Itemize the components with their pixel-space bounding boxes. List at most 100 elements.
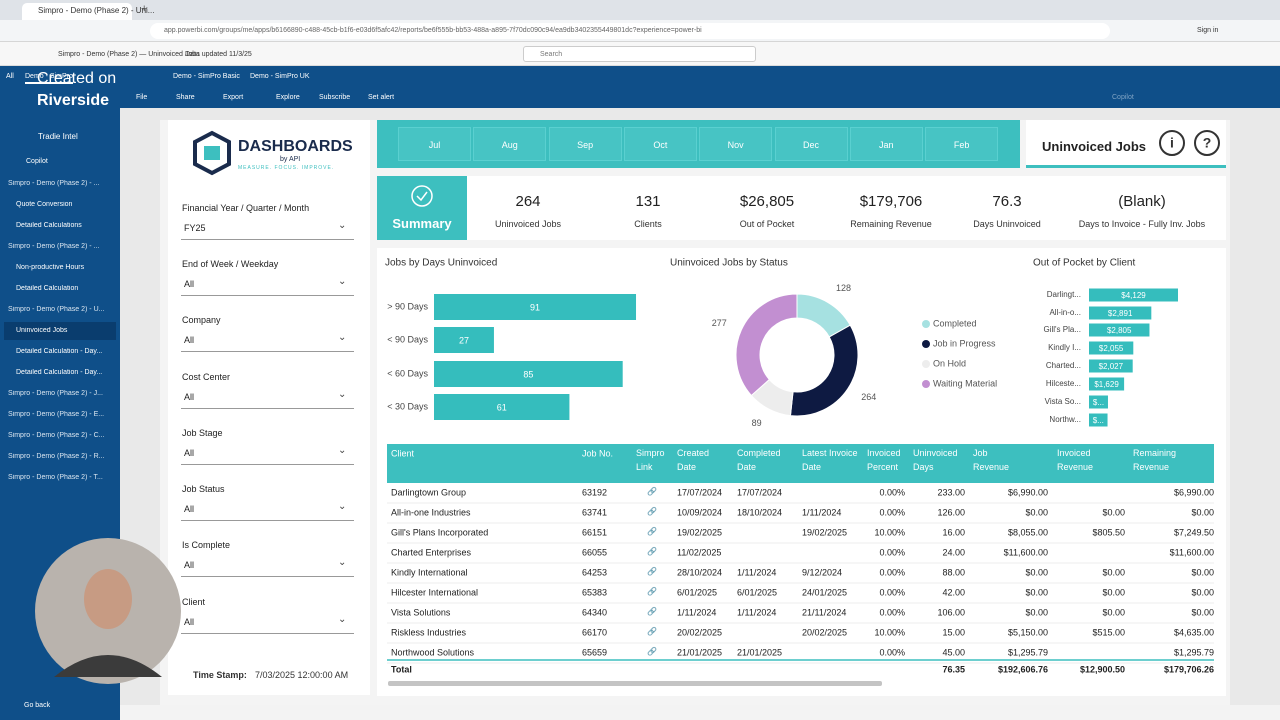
selected-bg — [4, 322, 116, 340]
tab-bar: Simpro - Demo (Phase 2) - Uni... + — [0, 0, 1280, 20]
month-button[interactable] — [699, 127, 773, 161]
table-cell: 0.00% — [879, 607, 905, 617]
table-cell: $6,990.00 — [1174, 487, 1214, 497]
filter-dropdown[interactable] — [181, 218, 354, 240]
copilot[interactable]: Copilot — [26, 158, 48, 165]
category-label: < 30 Days — [387, 401, 428, 411]
nav-item[interactable]: Quote Conversion — [16, 201, 73, 208]
section-header[interactable]: Simpro - Demo (Phase 2) - J... — [8, 390, 103, 397]
toolbar-button[interactable]: Export — [223, 94, 244, 101]
link-icon[interactable]: 🔗 — [647, 586, 657, 596]
link-icon[interactable]: 🔗 — [647, 626, 657, 636]
filter-dropdown[interactable] — [181, 555, 354, 577]
filter-dropdown[interactable] — [181, 443, 354, 465]
go-back[interactable]: Go back — [24, 702, 51, 709]
check-icon — [411, 185, 433, 207]
table-cell: $6,990.00 — [1008, 487, 1048, 497]
month-button[interactable] — [925, 127, 999, 161]
nav-tab[interactable]: Demo - SimPro Basic — [173, 73, 240, 80]
link-icon[interactable]: 🔗 — [647, 506, 657, 516]
month-button[interactable] — [774, 127, 848, 161]
table-cell: $0.00 — [1102, 567, 1125, 577]
info-icons[interactable]: i? — [1158, 129, 1222, 159]
filter-dropdown[interactable] — [181, 274, 354, 296]
nav-item[interactable]: Detailed Calculation - Day... — [16, 369, 103, 376]
app-name: Tradie Intel — [38, 132, 78, 141]
new-tab[interactable]: + — [141, 3, 148, 15]
filter-dropdown[interactable] — [181, 387, 354, 409]
nav-tab[interactable]: All — [6, 73, 14, 80]
bar — [1089, 341, 1134, 355]
table-cell: 9/12/2024 — [802, 567, 842, 577]
month-button[interactable] — [623, 127, 697, 161]
toolbar-button[interactable]: File — [136, 94, 148, 101]
link-icon[interactable]: 🔗 — [647, 646, 657, 656]
month-button[interactable] — [548, 127, 622, 161]
copilot-button[interactable]: Copilot — [1112, 94, 1134, 101]
data-label: 89 — [752, 418, 762, 428]
month-label: Sep — [577, 140, 594, 150]
time-stamp: 7/03/2025 12:00:00 AM — [255, 670, 349, 680]
section-header[interactable]: Simpro - Demo (Phase 2) - U... — [8, 306, 105, 313]
link-icon[interactable]: 🔗 — [647, 526, 657, 536]
filter-label: Financial Year / Quarter / Month — [182, 203, 310, 213]
section-header[interactable]: Simpro - Demo (Phase 2) - R... — [8, 453, 105, 460]
filter-label: Cost Center — [182, 372, 231, 382]
month-button[interactable] — [473, 127, 547, 161]
table-cell: $515.00 — [1092, 627, 1125, 637]
nav-tab[interactable]: Demo - SimPro — [25, 73, 73, 84]
link-icon[interactable]: 🔗 — [647, 486, 657, 496]
svg-text:?: ? — [1203, 135, 1212, 151]
column-header: Completed Date — [737, 448, 781, 472]
bar — [434, 394, 570, 420]
filter-label: Is Complete — [182, 540, 231, 550]
search-box[interactable] — [523, 46, 756, 62]
table-cell: 24/01/2025 — [802, 587, 847, 597]
filter-dropdown[interactable] — [181, 330, 354, 352]
filter-dropdown[interactable] — [181, 499, 354, 521]
month-button[interactable] — [849, 127, 923, 161]
toolbar-button[interactable]: Subscribe — [319, 94, 351, 101]
table-cell: $0.00 — [1191, 587, 1214, 597]
kpi-value: 264 — [515, 193, 541, 210]
watermark-line: Created on — [37, 70, 117, 87]
column-header: Job No. — [582, 448, 613, 458]
toolbar-button[interactable]: Set alert — [368, 94, 395, 101]
column-header: Invoiced Percent — [867, 448, 901, 472]
link-icon[interactable]: 🔗 — [647, 546, 657, 556]
nav-item[interactable]: Uninvoiced Jobs — [16, 327, 68, 334]
table-cell: $11,600.00 — [1170, 547, 1214, 557]
table-cell: $0.00 — [1025, 607, 1048, 617]
section-header[interactable]: Simpro - Demo (Phase 2) - ... — [8, 180, 100, 187]
table-cell: Kindly International — [391, 567, 468, 577]
table-cell: 66151 — [582, 527, 607, 537]
nav-item[interactable]: Detailed Calculations — [16, 222, 82, 229]
filter-dropdown[interactable] — [181, 612, 354, 634]
filter-value: All — [184, 279, 195, 289]
h-scrollbar — [388, 681, 882, 686]
section-header[interactable]: Simpro - Demo (Phase 2) - T... — [8, 474, 103, 481]
nav-item[interactable]: Detailed Calculation - Day... — [16, 348, 103, 355]
url-field[interactable] — [150, 23, 1110, 39]
table-cell: 64340 — [582, 607, 607, 617]
section-header[interactable]: Simpro - Demo (Phase 2) - ... — [8, 243, 100, 250]
month-button[interactable] — [398, 127, 471, 161]
nav-tab[interactable]: Demo - SimPro UK — [250, 73, 310, 80]
toolbar-button[interactable]: Explore — [276, 94, 300, 101]
section-header[interactable]: Simpro - Demo (Phase 2) - E... — [8, 411, 105, 418]
tab[interactable] — [22, 3, 132, 20]
table-cell: 17/07/2024 — [677, 487, 722, 497]
nav-item[interactable]: Non-productive Hours — [16, 264, 85, 271]
table-cell: 15.00 — [942, 627, 965, 637]
data-label: $... — [1093, 398, 1104, 407]
kpi-card — [377, 176, 1226, 240]
total-cell: $192,606.76 — [998, 664, 1048, 674]
section-header[interactable]: Simpro - Demo (Phase 2) - C... — [8, 432, 105, 439]
sign-in[interactable]: Sign in — [1197, 27, 1219, 34]
link-icon[interactable]: 🔗 — [647, 566, 657, 576]
toolbar-button[interactable]: Share — [176, 94, 195, 101]
link-icon[interactable]: 🔗 — [647, 606, 657, 616]
table-cell: 88.00 — [942, 567, 965, 577]
nav-item[interactable]: Detailed Calculation — [16, 285, 79, 292]
